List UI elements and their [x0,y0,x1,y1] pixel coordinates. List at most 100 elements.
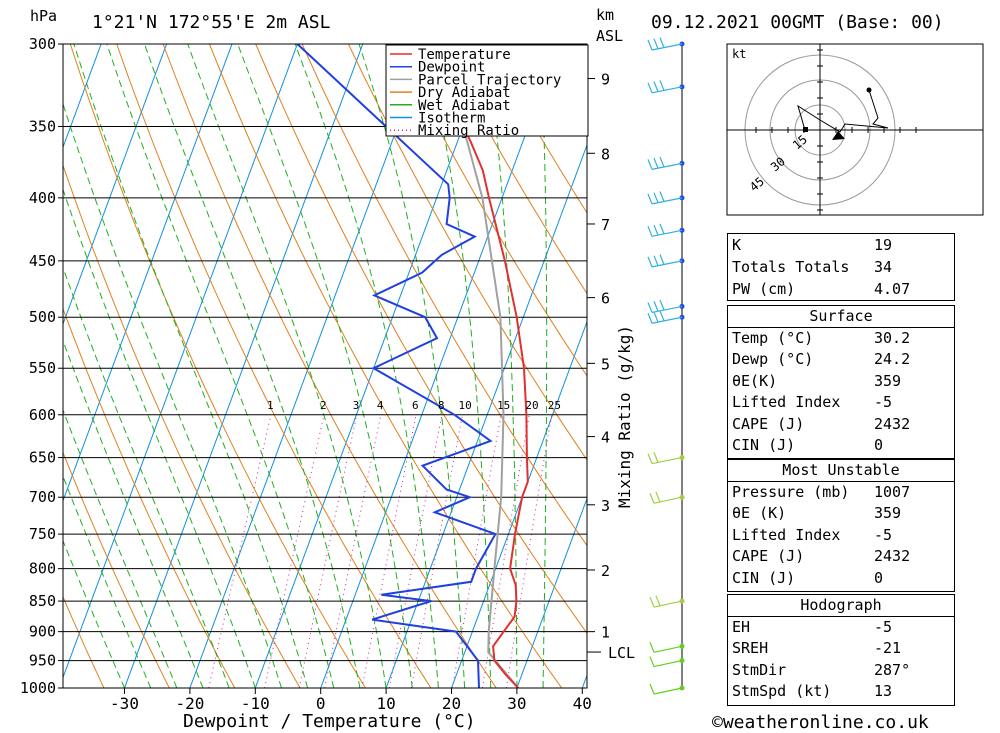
mixing-ratio-label: 15 [497,399,510,412]
surface-theta-value: 359 [874,372,902,390]
eh-value: -5 [874,618,893,636]
mixing-ratio-line [451,414,502,688]
wind-barb [649,642,683,653]
surface-temp-value: 30.2 [874,329,911,347]
dry-adiabat-line [0,7,39,688]
mixing-ratio-line [264,414,325,688]
hodograph-storm-marker [803,127,808,132]
surface-temp-label: Temp (°C) [732,329,814,347]
wind-barb [649,683,683,695]
mu-pressure-label: Pressure (mb) [732,483,850,501]
dry-adiabat-line [63,307,236,688]
km-tick-label: 2 [601,562,610,580]
dewpoint-line [296,44,497,688]
wind-barb [647,80,683,94]
legend-entry: Parcel Trajectory [418,72,561,88]
sounding-profiles [296,44,529,688]
stmdir-value: 287° [874,661,911,679]
stmdir-label: StmDir [732,661,787,679]
asl-axis-label: ASL [596,27,623,45]
pw-label: PW (cm) [732,280,796,298]
temp-tick-label: -10 [241,694,270,713]
km-tick-label: 5 [601,355,610,373]
pressure-tick-label: 1000 [20,679,56,697]
temp-tick-label: 10 [376,694,395,713]
isotherm-line [451,320,587,688]
km-tick-label: 4 [601,429,610,447]
wet-adiabat-line [63,266,230,688]
mixing-ratio-line [481,414,530,688]
surface-li-label: Lifted Index [732,393,841,411]
pressure-tick-label: 900 [29,623,56,641]
mu-li-value: -5 [874,526,893,544]
most-unstable-panel: Most Unstable Pressure (mb) 1007 θE (K) 35… [727,459,955,592]
mixing-ratio-axis-label: Mixing Ratio (g/kg) [615,325,634,508]
legend-entry: Dry Adiabat [418,85,511,101]
pw-value: 4.07 [874,280,911,298]
isotherm-line [0,0,6,688]
temp-tick-label: 30 [507,694,526,713]
km-tick-label: 6 [601,290,610,308]
surface-cin-label: CIN (J) [732,436,796,454]
wet-adiabat-line [106,44,335,688]
mixing-ratio-label: 20 [525,399,538,412]
surface-panel: Surface Temp (°C) 30.2 Dewp (°C) 24.2 θE(K… [727,305,955,459]
legend-entry: Temperature [418,47,511,63]
x-axis-label: Dewpoint / Temperature (°C) [183,711,476,732]
wet-adiabat-line [358,44,466,688]
isotherm-line [63,44,168,326]
mixing-ratio-label: 8 [438,399,445,412]
legend-entry: Dewpoint [418,60,485,76]
isotherm-line [0,0,72,688]
wind-barb [647,191,683,205]
dry-adiabat-line [63,451,170,688]
wet-adiabat-line [143,44,361,688]
km-tick-label: 1 [601,624,610,642]
hodograph-panel-title: Hodograph [800,596,882,614]
wet-adiabat-line [187,44,387,688]
isotherm-line [63,44,298,679]
pressure-tick-label: 600 [29,406,56,424]
dry-adiabat-line [63,595,105,688]
km-tick-label: 8 [601,145,610,163]
wet-adiabat-line [63,408,178,688]
wind-barb [647,223,683,237]
stmspd-value: 13 [874,682,893,700]
wet-adiabat-line [63,102,282,688]
most-unstable-title: Most Unstable [782,461,900,479]
pressure-tick-label: 800 [29,560,56,578]
wind-barb [647,37,683,51]
wet-adiabat-line [63,339,204,688]
mu-cape-value: 2432 [874,547,911,565]
temperature-line [427,44,529,688]
km-tick-label: 9 [601,71,610,89]
k-index-label: K [732,236,742,254]
hodograph-trace [797,89,889,133]
km-axis-label: km [596,6,614,24]
mu-pressure-value: 1007 [874,483,911,501]
mu-li-label: Lifted Index [732,526,841,544]
hodograph-unit: kt [732,47,746,61]
pressure-tick-label: 550 [29,359,56,377]
indices-panel: K 19 Totals Totals 34 PW (cm) 4.07 [727,233,955,301]
mu-theta-value: 359 [874,504,902,522]
lcl-label: LCL [608,644,635,662]
plot-frame [62,43,588,689]
wind-barb [647,452,683,465]
mixing-ratio-label: 25 [548,399,561,412]
surface-theta-label: θE(K) [732,372,778,390]
pressure-tick-label: 850 [29,592,56,610]
mixing-ratio-label: 3 [353,399,360,412]
temp-tick-label: 0 [316,694,326,713]
pressure-tick-label: 700 [29,488,56,506]
parcel-trajectory-line [462,126,519,688]
pressure-tick-label: 950 [29,652,56,670]
totals-value: 34 [874,258,893,276]
eh-label: EH [732,618,751,636]
wind-barb [649,595,683,608]
mu-cape-label: CAPE (J) [732,547,805,565]
wet-adiabat-line [424,44,492,688]
stmspd-label: StmSpd (kt) [732,682,832,700]
